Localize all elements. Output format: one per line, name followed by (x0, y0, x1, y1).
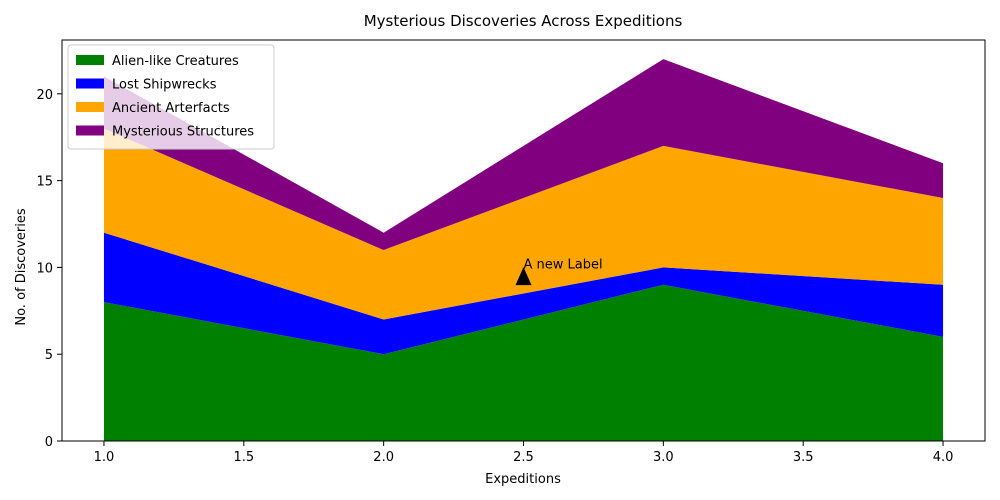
legend-swatch (76, 78, 104, 89)
y-tick-label: 20 (36, 88, 53, 103)
annotation-arrow-icon (515, 267, 532, 286)
chart-title: Mysterious Discoveries Across Expedition… (364, 12, 683, 30)
annotation-label: A new Label (524, 257, 603, 272)
legend-entry-label: Mysterious Structures (112, 125, 254, 140)
x-tick-label: 1.0 (94, 450, 115, 465)
x-axis-label: Expeditions (485, 472, 561, 487)
y-tick-label: 5 (45, 348, 53, 363)
legend-swatch (76, 55, 104, 65)
legend-entry-label: Lost Shipwrecks (112, 78, 217, 93)
annotation: A new Label (515, 257, 603, 286)
x-tick-label: 1.5 (233, 450, 254, 465)
legend-box (67, 44, 275, 150)
x-tick-label: 2.0 (373, 450, 394, 465)
y-tick-label: 10 (36, 261, 53, 276)
x-tick-label: 3.5 (793, 450, 814, 465)
area-layers (103, 59, 944, 441)
y-axis-label: No. of Discoveries (14, 208, 29, 326)
area-series-2 (103, 232, 944, 355)
x-tick-label: 2.5 (513, 450, 534, 465)
y-tick-label: 0 (45, 435, 53, 450)
area-series-1 (103, 284, 944, 441)
legend-entry-label: Ancient Arterfacts (112, 101, 230, 116)
legend: Alien-like Creatures Lost Shipwrecks Ancie… (67, 44, 275, 150)
area-series-3 (103, 128, 944, 320)
x-tick-label: 4.0 (933, 450, 954, 465)
legend-swatch (76, 102, 104, 112)
area-series-4 (103, 59, 944, 251)
legend-entry-label: Alien-like Creatures (112, 54, 239, 69)
y-tick-label: 15 (36, 175, 53, 190)
x-tick-label: 3.0 (653, 450, 674, 465)
legend-swatch (76, 125, 104, 136)
axes: 1.0 1.5 2.0 2.5 3.0 3.5 4.0 0 5 10 15 20 (36, 39, 986, 465)
